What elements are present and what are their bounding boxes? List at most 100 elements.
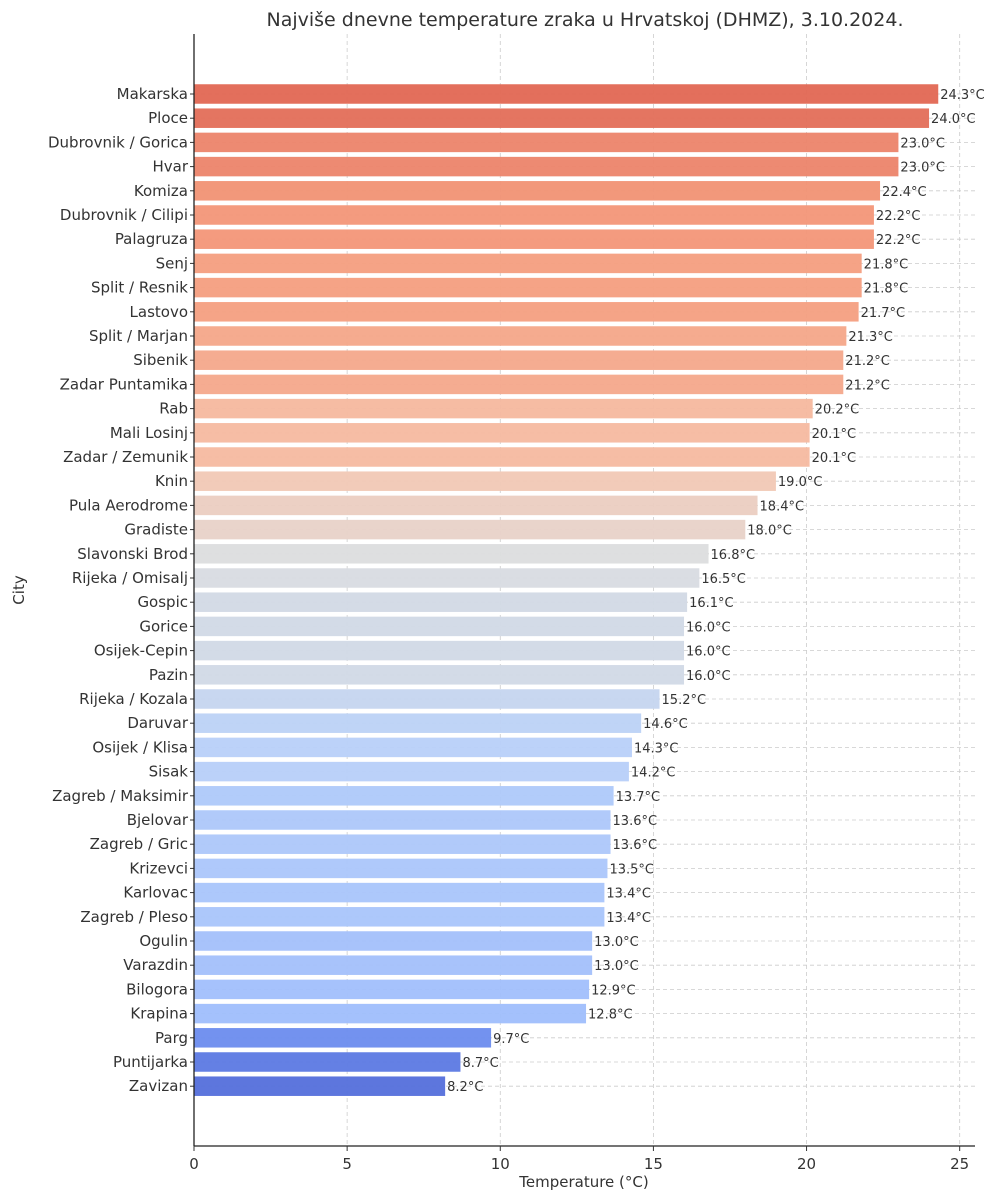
value-label: 21.3°C xyxy=(848,330,893,345)
category-label: Mali Losinj xyxy=(110,424,188,442)
bar xyxy=(194,640,685,661)
x-tick-label: 10 xyxy=(491,1155,510,1173)
category-label: Palagruza xyxy=(115,230,188,248)
bar xyxy=(194,302,859,322)
bar xyxy=(194,229,874,249)
x-tick-label: 0 xyxy=(189,1155,199,1173)
x-tick-label: 20 xyxy=(797,1155,816,1173)
chart-title: Najviše dnevne temperature zraka u Hrvat… xyxy=(267,9,904,31)
bars xyxy=(194,84,939,1096)
axes xyxy=(190,34,975,1147)
category-label: Puntijarka xyxy=(113,1053,188,1071)
category-label: Gospic xyxy=(137,593,188,611)
value-label: 12.8°C xyxy=(588,1008,633,1023)
bar xyxy=(194,132,899,153)
category-label: Gradiste xyxy=(124,521,188,539)
bar xyxy=(194,786,614,806)
category-label: Sisak xyxy=(149,763,189,781)
bar xyxy=(194,834,611,854)
bar xyxy=(194,979,590,1000)
value-label: 21.2°C xyxy=(845,354,890,369)
bar xyxy=(194,519,746,540)
value-label: 21.7°C xyxy=(861,306,906,321)
bar xyxy=(194,689,660,709)
bar xyxy=(194,882,605,903)
category-label: Dubrovnik / Cilipi xyxy=(60,206,188,224)
category-label: Slavonski Brod xyxy=(77,545,188,563)
category-label: Rab xyxy=(159,400,188,418)
value-label: 16.0°C xyxy=(686,669,731,684)
category-label: Osijek-Cepin xyxy=(94,642,188,660)
value-label: 22.2°C xyxy=(876,233,921,248)
value-label: 18.4°C xyxy=(760,499,805,514)
value-label: 13.6°C xyxy=(613,838,658,853)
value-label: 24.0°C xyxy=(931,112,976,127)
bar xyxy=(194,616,685,637)
grid-lines xyxy=(193,34,975,1146)
value-label: 13.0°C xyxy=(594,959,639,974)
value-label: 13.4°C xyxy=(606,911,651,926)
bar xyxy=(194,544,709,564)
category-labels: Makarska Ploce Dubrovnik / Gorica Hvar Komiz… xyxy=(48,85,189,1095)
bar xyxy=(194,1028,492,1048)
category-label: Gorice xyxy=(139,617,188,635)
bar xyxy=(194,423,810,443)
value-label: 16.5°C xyxy=(701,572,746,587)
bar xyxy=(194,326,847,346)
x-tick-label: 15 xyxy=(644,1155,663,1173)
bar xyxy=(194,858,608,879)
value-label: 12.9°C xyxy=(591,983,636,998)
category-label: Varazdin xyxy=(123,956,188,974)
bar xyxy=(194,205,874,225)
bar xyxy=(194,907,605,927)
value-label: 24.3°C xyxy=(940,88,985,103)
value-label: 20.1°C xyxy=(812,427,857,442)
bar xyxy=(194,810,611,830)
value-label: 22.2°C xyxy=(876,209,921,224)
value-label: 20.1°C xyxy=(812,451,857,466)
bar xyxy=(194,737,632,758)
bar xyxy=(194,181,881,201)
value-label: 13.6°C xyxy=(613,814,658,829)
category-label: Pula Aerodrome xyxy=(69,496,188,514)
value-label: 18.0°C xyxy=(747,524,792,539)
category-label: Krizevci xyxy=(129,859,188,877)
category-label: Ploce xyxy=(148,109,188,127)
category-label: Osijek / Klisa xyxy=(92,738,188,756)
category-label: Zadar Puntamika xyxy=(60,375,188,393)
bar xyxy=(194,447,810,467)
value-label: 8.7°C xyxy=(462,1056,498,1071)
bar xyxy=(194,1003,587,1024)
bar xyxy=(194,374,844,395)
category-label: Rijeka / Kozala xyxy=(79,690,188,708)
category-label: Zagreb / Gric xyxy=(90,835,188,853)
category-label: Zavizan xyxy=(129,1077,188,1095)
value-label: 16.8°C xyxy=(711,548,756,563)
value-labels: 24.3°C 24.0°C 23.0°C 23.0°C 22.4°C 22.2°C 22.2… xyxy=(447,88,985,1095)
category-label: Pazin xyxy=(149,666,188,684)
category-label: Split / Marjan xyxy=(89,327,188,345)
x-axis-title: Temperature (°C) xyxy=(518,1173,648,1191)
category-label: Hvar xyxy=(152,158,188,176)
x-tick-label: 25 xyxy=(950,1155,969,1173)
value-label: 16.0°C xyxy=(686,620,731,635)
category-label: Rijeka / Omisalj xyxy=(72,569,188,587)
x-ticks: 0 5 10 15 20 25 xyxy=(189,1146,969,1173)
bar xyxy=(194,1052,461,1072)
bar xyxy=(194,471,776,491)
bar xyxy=(194,931,593,951)
category-label: Senj xyxy=(156,254,188,272)
bar xyxy=(194,398,813,419)
category-label: Daruvar xyxy=(127,714,188,732)
category-label: Zagreb / Pleso xyxy=(80,908,188,926)
value-label: 16.0°C xyxy=(686,645,731,660)
bar xyxy=(194,84,939,104)
category-label: Lastovo xyxy=(130,303,188,321)
category-label: Ogulin xyxy=(139,932,188,950)
value-label: 13.5°C xyxy=(609,862,654,877)
bar xyxy=(194,665,685,685)
value-label: 21.2°C xyxy=(845,378,890,393)
value-label: 14.3°C xyxy=(634,741,679,756)
category-label: Krapina xyxy=(130,1005,188,1023)
